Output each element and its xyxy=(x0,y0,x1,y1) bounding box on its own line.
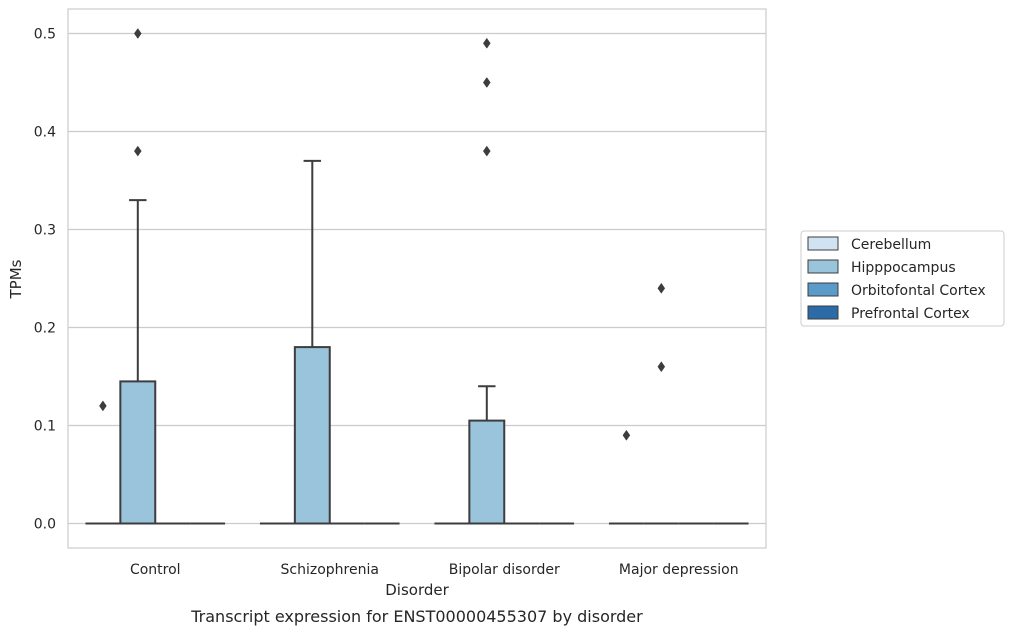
outlier-point xyxy=(99,400,107,412)
box-marks xyxy=(85,28,749,525)
y-tick-label: 0.3 xyxy=(34,223,56,239)
outlier-point xyxy=(133,28,142,39)
legend-swatch xyxy=(807,236,839,251)
outlier-point xyxy=(133,145,142,157)
box-hipppocampus xyxy=(643,282,679,525)
x-tick-label: Schizophrenia xyxy=(281,562,379,578)
box-cerebellum xyxy=(85,400,121,525)
outlier-point xyxy=(482,37,491,49)
legend-label: Prefrontal Cortex xyxy=(851,306,970,322)
legend-frame xyxy=(800,230,1005,327)
box-cerebellum xyxy=(608,429,644,525)
outlier-point xyxy=(482,145,491,157)
x-axis-label: Disorder xyxy=(385,581,449,599)
legend-swatch xyxy=(807,282,839,297)
outlier-point xyxy=(657,361,666,373)
legend-label: Hipppocampus xyxy=(851,260,956,276)
box-hipppocampus xyxy=(293,159,331,525)
legend-swatch xyxy=(807,305,839,320)
legend-label: Orbitofontal Cortex xyxy=(851,283,986,299)
outlier-point xyxy=(622,429,631,441)
outlier-point xyxy=(657,282,666,294)
y-tick-label: 0.1 xyxy=(34,419,56,435)
y-axis-label: TPMs xyxy=(7,259,25,299)
x-tick-label: Major depression xyxy=(619,562,739,578)
box-hipppocampus xyxy=(119,28,157,525)
outlier-point xyxy=(482,77,491,88)
x-tick-label: Bipolar disorder xyxy=(449,562,560,578)
y-tick-label: 0.2 xyxy=(34,321,56,337)
legend-label: Cerebellum xyxy=(851,237,931,253)
plot-area-frame xyxy=(67,8,767,549)
x-tick-label: Control xyxy=(130,562,181,578)
y-tick-label: 0.5 xyxy=(34,27,56,43)
legend: Cerebellum Hipppocampus Orbitofontal Corte… xyxy=(800,230,1005,327)
y-tick-label: 0.0 xyxy=(34,517,56,533)
box-body xyxy=(293,346,331,525)
y-tick-labels: 0.0 0.1 0.2 0.3 0.4 0.5 xyxy=(34,27,56,533)
box-body xyxy=(468,419,506,525)
y-tick-label: 0.4 xyxy=(34,125,56,141)
box-body xyxy=(119,380,157,525)
grid-lines xyxy=(68,32,766,525)
chart-caption: Transcript expression for ENST0000045530… xyxy=(190,607,643,626)
x-tick-labels: Control Schizophrenia Bipolar disorder Majo… xyxy=(130,562,739,578)
box-hipppocampus xyxy=(468,37,506,525)
legend-swatch xyxy=(807,259,839,274)
